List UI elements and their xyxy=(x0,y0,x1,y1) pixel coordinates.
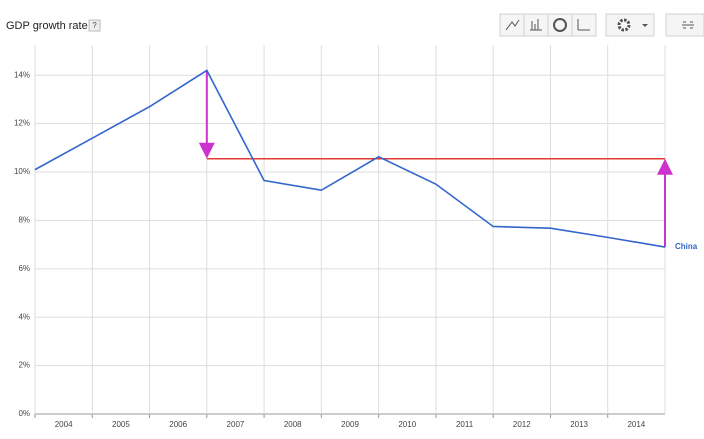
icon xyxy=(577,19,590,31)
scatter-button[interactable] xyxy=(571,13,597,37)
x-tick-label: 2004 xyxy=(55,420,73,429)
x-tick-label: 2005 xyxy=(112,420,130,429)
y-tick-label: 10% xyxy=(14,167,30,176)
help-text: ? xyxy=(92,21,97,30)
y-tick-label: 4% xyxy=(18,312,30,321)
series-line xyxy=(34,69,666,248)
x-tick-label: 2012 xyxy=(513,420,531,429)
y-tick-label: 14% xyxy=(14,70,30,79)
x-tick-label: 2014 xyxy=(627,420,645,429)
icon xyxy=(617,18,631,32)
chart-title: GDP growth rate xyxy=(6,20,88,32)
x-tick-label: 2010 xyxy=(398,420,416,429)
series-label: China xyxy=(675,242,698,251)
bar-chart-button[interactable] xyxy=(523,13,549,37)
x-tick-label: 2013 xyxy=(570,420,588,429)
annotation-arrowhead xyxy=(657,158,673,175)
icon xyxy=(642,24,648,27)
y-tick-label: 8% xyxy=(18,216,30,225)
y-tick-label: 2% xyxy=(18,361,30,370)
icon xyxy=(553,18,567,32)
icon xyxy=(505,19,520,31)
help-badge[interactable] xyxy=(88,19,101,32)
toolbar xyxy=(499,13,704,37)
x-tick-label: 2006 xyxy=(169,420,187,429)
y-tick-label: 12% xyxy=(14,119,30,128)
x-tick-label: 2008 xyxy=(284,420,302,429)
icon xyxy=(530,19,542,31)
x-tick-label: 2009 xyxy=(341,420,359,429)
y-tick-label: 0% xyxy=(18,409,30,418)
x-tick-label: 2011 xyxy=(456,420,474,429)
line-chart-button[interactable] xyxy=(499,13,525,37)
map-button[interactable] xyxy=(547,13,573,37)
x-tick-label: 2007 xyxy=(227,420,245,429)
icon xyxy=(682,21,694,29)
y-tick-label: 6% xyxy=(18,264,30,273)
annotation-arrowhead xyxy=(198,142,215,159)
